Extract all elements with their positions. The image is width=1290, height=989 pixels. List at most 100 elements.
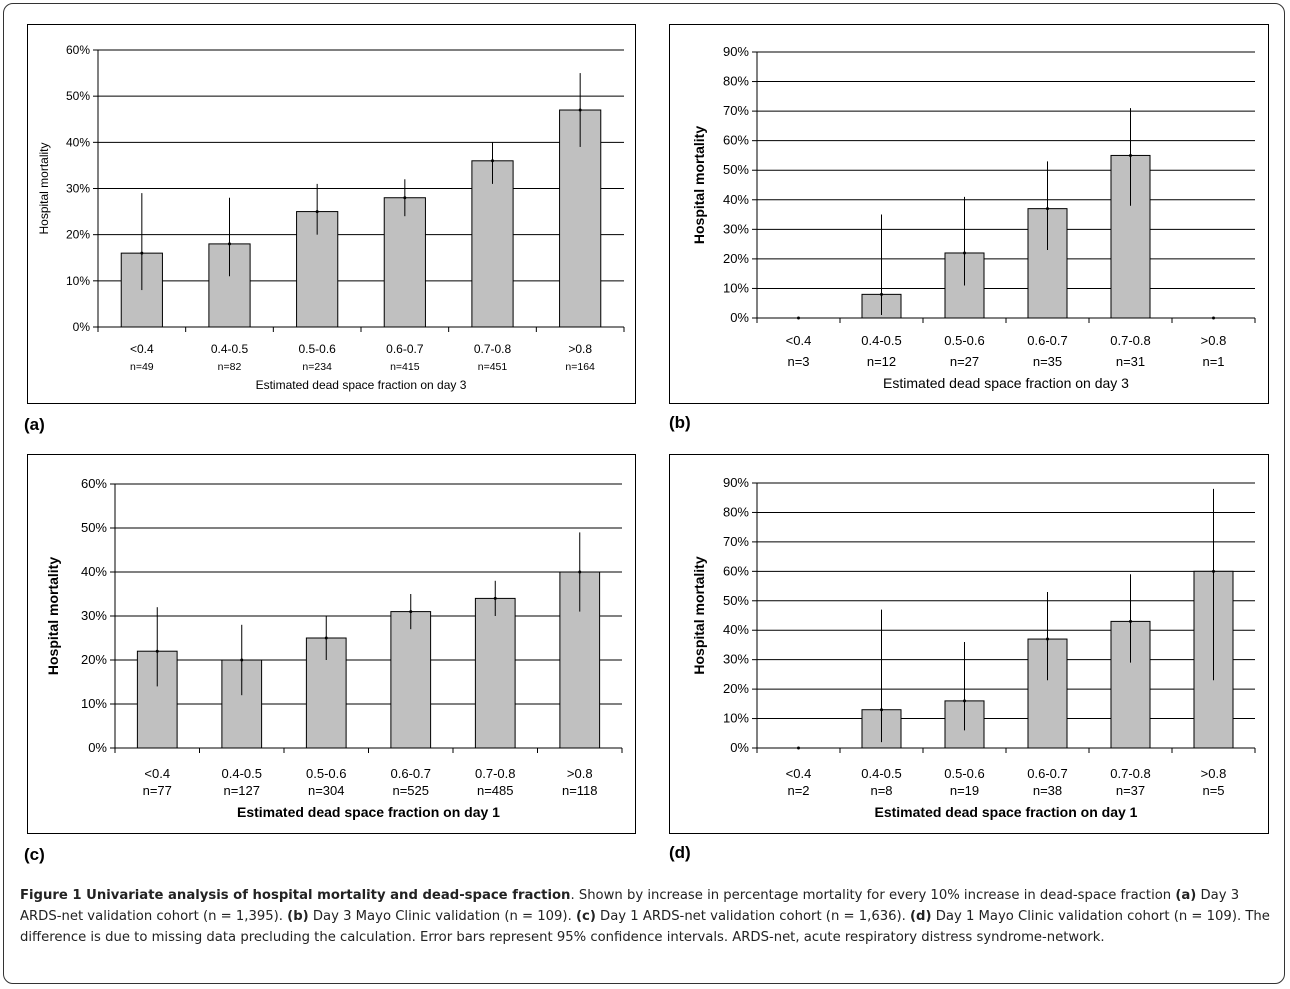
- y-tick-label: 10%: [66, 274, 90, 288]
- figure-frame: [3, 3, 1285, 984]
- bar: [474, 597, 516, 749]
- category-label: 0.7-0.8: [474, 342, 512, 356]
- category-label: >0.8: [567, 766, 593, 781]
- y-tick-label: 40%: [81, 564, 107, 579]
- point-marker: [403, 196, 407, 200]
- category-n-label: n=118: [562, 783, 598, 798]
- y-tick-label: 40%: [66, 135, 90, 149]
- point-marker: [1212, 569, 1215, 573]
- category-label: 0.5-0.6: [944, 766, 984, 781]
- y-tick-label: 0%: [88, 740, 107, 755]
- category-n-label: n=19: [950, 783, 979, 798]
- y-tick-label: 0%: [730, 740, 749, 755]
- point-marker: [409, 610, 413, 614]
- point-marker: [1212, 316, 1215, 320]
- category-label: 0.5-0.6: [944, 333, 984, 348]
- category-label: 0.5-0.6: [306, 766, 346, 781]
- category-n-label: n=451: [478, 361, 508, 373]
- category-label: <0.4: [786, 766, 812, 781]
- category-label: 0.4-0.5: [861, 766, 901, 781]
- point-marker: [493, 596, 497, 600]
- chart-b: 0% 10% 20% 30% 40% 50% 60% 70% 80% 90% <0.4 n=3 0.4-…: [691, 44, 1256, 391]
- category-label: 0.7-0.8: [1110, 766, 1150, 781]
- point-marker: [324, 636, 328, 640]
- point-marker: [963, 699, 966, 703]
- panel-label-b: (b): [669, 413, 691, 432]
- chart-panel-c: 0% 10% 20% 30% 40% 50% 60% <0.4 n=77 0.4-0.5 n=127…: [27, 454, 636, 834]
- bar: [1110, 620, 1151, 749]
- category-label: <0.4: [786, 333, 812, 348]
- y-tick-label: 20%: [66, 228, 90, 242]
- y-tick-label: 20%: [81, 652, 107, 667]
- y-tick-label: 10%: [81, 696, 107, 711]
- panel-label-c: (c): [24, 845, 45, 864]
- y-tick-label: 70%: [723, 534, 749, 549]
- category-n-label: n=77: [143, 783, 172, 798]
- point-marker: [228, 242, 231, 246]
- point-marker: [315, 210, 319, 214]
- category-n-label: n=31: [1116, 354, 1145, 369]
- caption-title: Figure 1 Univariate analysis of hospital…: [20, 888, 571, 903]
- y-tick-label: 20%: [723, 251, 749, 266]
- point-marker: [1046, 637, 1049, 641]
- caption-text-3: Day 3 Mayo Clinic validation (n = 109).: [308, 909, 576, 924]
- category-label: <0.4: [130, 342, 154, 356]
- point-marker: [491, 159, 494, 163]
- bar: [390, 611, 432, 749]
- y-tick-label: 90%: [723, 475, 749, 490]
- category-n-label: n=5: [1202, 783, 1224, 798]
- y-tick-label: 30%: [81, 608, 107, 623]
- y-tick-label: 50%: [81, 520, 107, 535]
- caption-label-a: (a): [1175, 888, 1197, 903]
- y-axis-title: Hospital mortality: [691, 126, 707, 244]
- x-axis-title: Estimated dead space fraction on day 1: [237, 804, 500, 820]
- point-marker: [797, 746, 800, 750]
- panel-label-a: (a): [24, 415, 45, 434]
- category-label: 0.4-0.5: [211, 342, 249, 356]
- x-axis-title: Estimated dead space fraction on day 1: [875, 804, 1138, 820]
- point-marker: [1046, 207, 1049, 211]
- category-n-label: n=304: [308, 783, 345, 798]
- y-tick-label: 60%: [723, 563, 749, 578]
- y-tick-label: 50%: [723, 593, 749, 608]
- category-n-label: n=164: [565, 361, 595, 373]
- caption-text-4: Day 1 ARDS-net validation cohort (n = 1,…: [595, 909, 911, 924]
- panel-label-d: (d): [669, 843, 691, 862]
- category-n-label: n=49: [130, 361, 154, 373]
- y-tick-label: 80%: [723, 504, 749, 519]
- y-tick-label: 90%: [723, 44, 749, 59]
- point-marker: [155, 649, 159, 653]
- category-label: 0.6-0.7: [1027, 766, 1067, 781]
- category-n-label: n=82: [218, 361, 242, 373]
- y-tick-label: 40%: [723, 622, 749, 637]
- y-tick-label: 0%: [73, 320, 91, 334]
- category-n-label: n=127: [223, 783, 260, 798]
- category-n-label: n=8: [870, 783, 892, 798]
- chart-panel-b: 0% 10% 20% 30% 40% 50% 60% 70% 80% 90% <0.4 n=3 0.4-…: [669, 24, 1269, 404]
- y-tick-label: 50%: [723, 162, 749, 177]
- category-label: 0.5-0.6: [298, 342, 336, 356]
- category-label: 0.4-0.5: [861, 333, 901, 348]
- point-marker: [1129, 153, 1132, 157]
- point-marker: [963, 251, 966, 255]
- point-marker: [880, 292, 883, 296]
- category-label: 0.7-0.8: [475, 766, 515, 781]
- category-n-label: n=35: [1033, 354, 1062, 369]
- point-marker: [240, 658, 244, 662]
- caption-label-b: (b): [287, 909, 309, 924]
- category-n-label: n=27: [950, 354, 979, 369]
- y-axis-title: Hospital mortality: [37, 142, 51, 234]
- category-n-label: n=2: [787, 783, 809, 798]
- y-tick-label: 40%: [723, 192, 749, 207]
- category-label: 0.6-0.7: [1027, 333, 1067, 348]
- y-tick-label: 50%: [66, 89, 90, 103]
- y-tick-label: 10%: [723, 280, 749, 295]
- point-marker: [1129, 619, 1132, 623]
- figure-caption: Figure 1 Univariate analysis of hospital…: [20, 885, 1270, 948]
- point-marker: [880, 708, 883, 712]
- y-tick-label: 60%: [723, 133, 749, 148]
- x-axis-title: Estimated dead space fraction on day 3: [883, 375, 1129, 391]
- category-label: <0.4: [144, 766, 170, 781]
- caption-label-c: (c): [575, 909, 596, 924]
- category-label: 0.4-0.5: [222, 766, 262, 781]
